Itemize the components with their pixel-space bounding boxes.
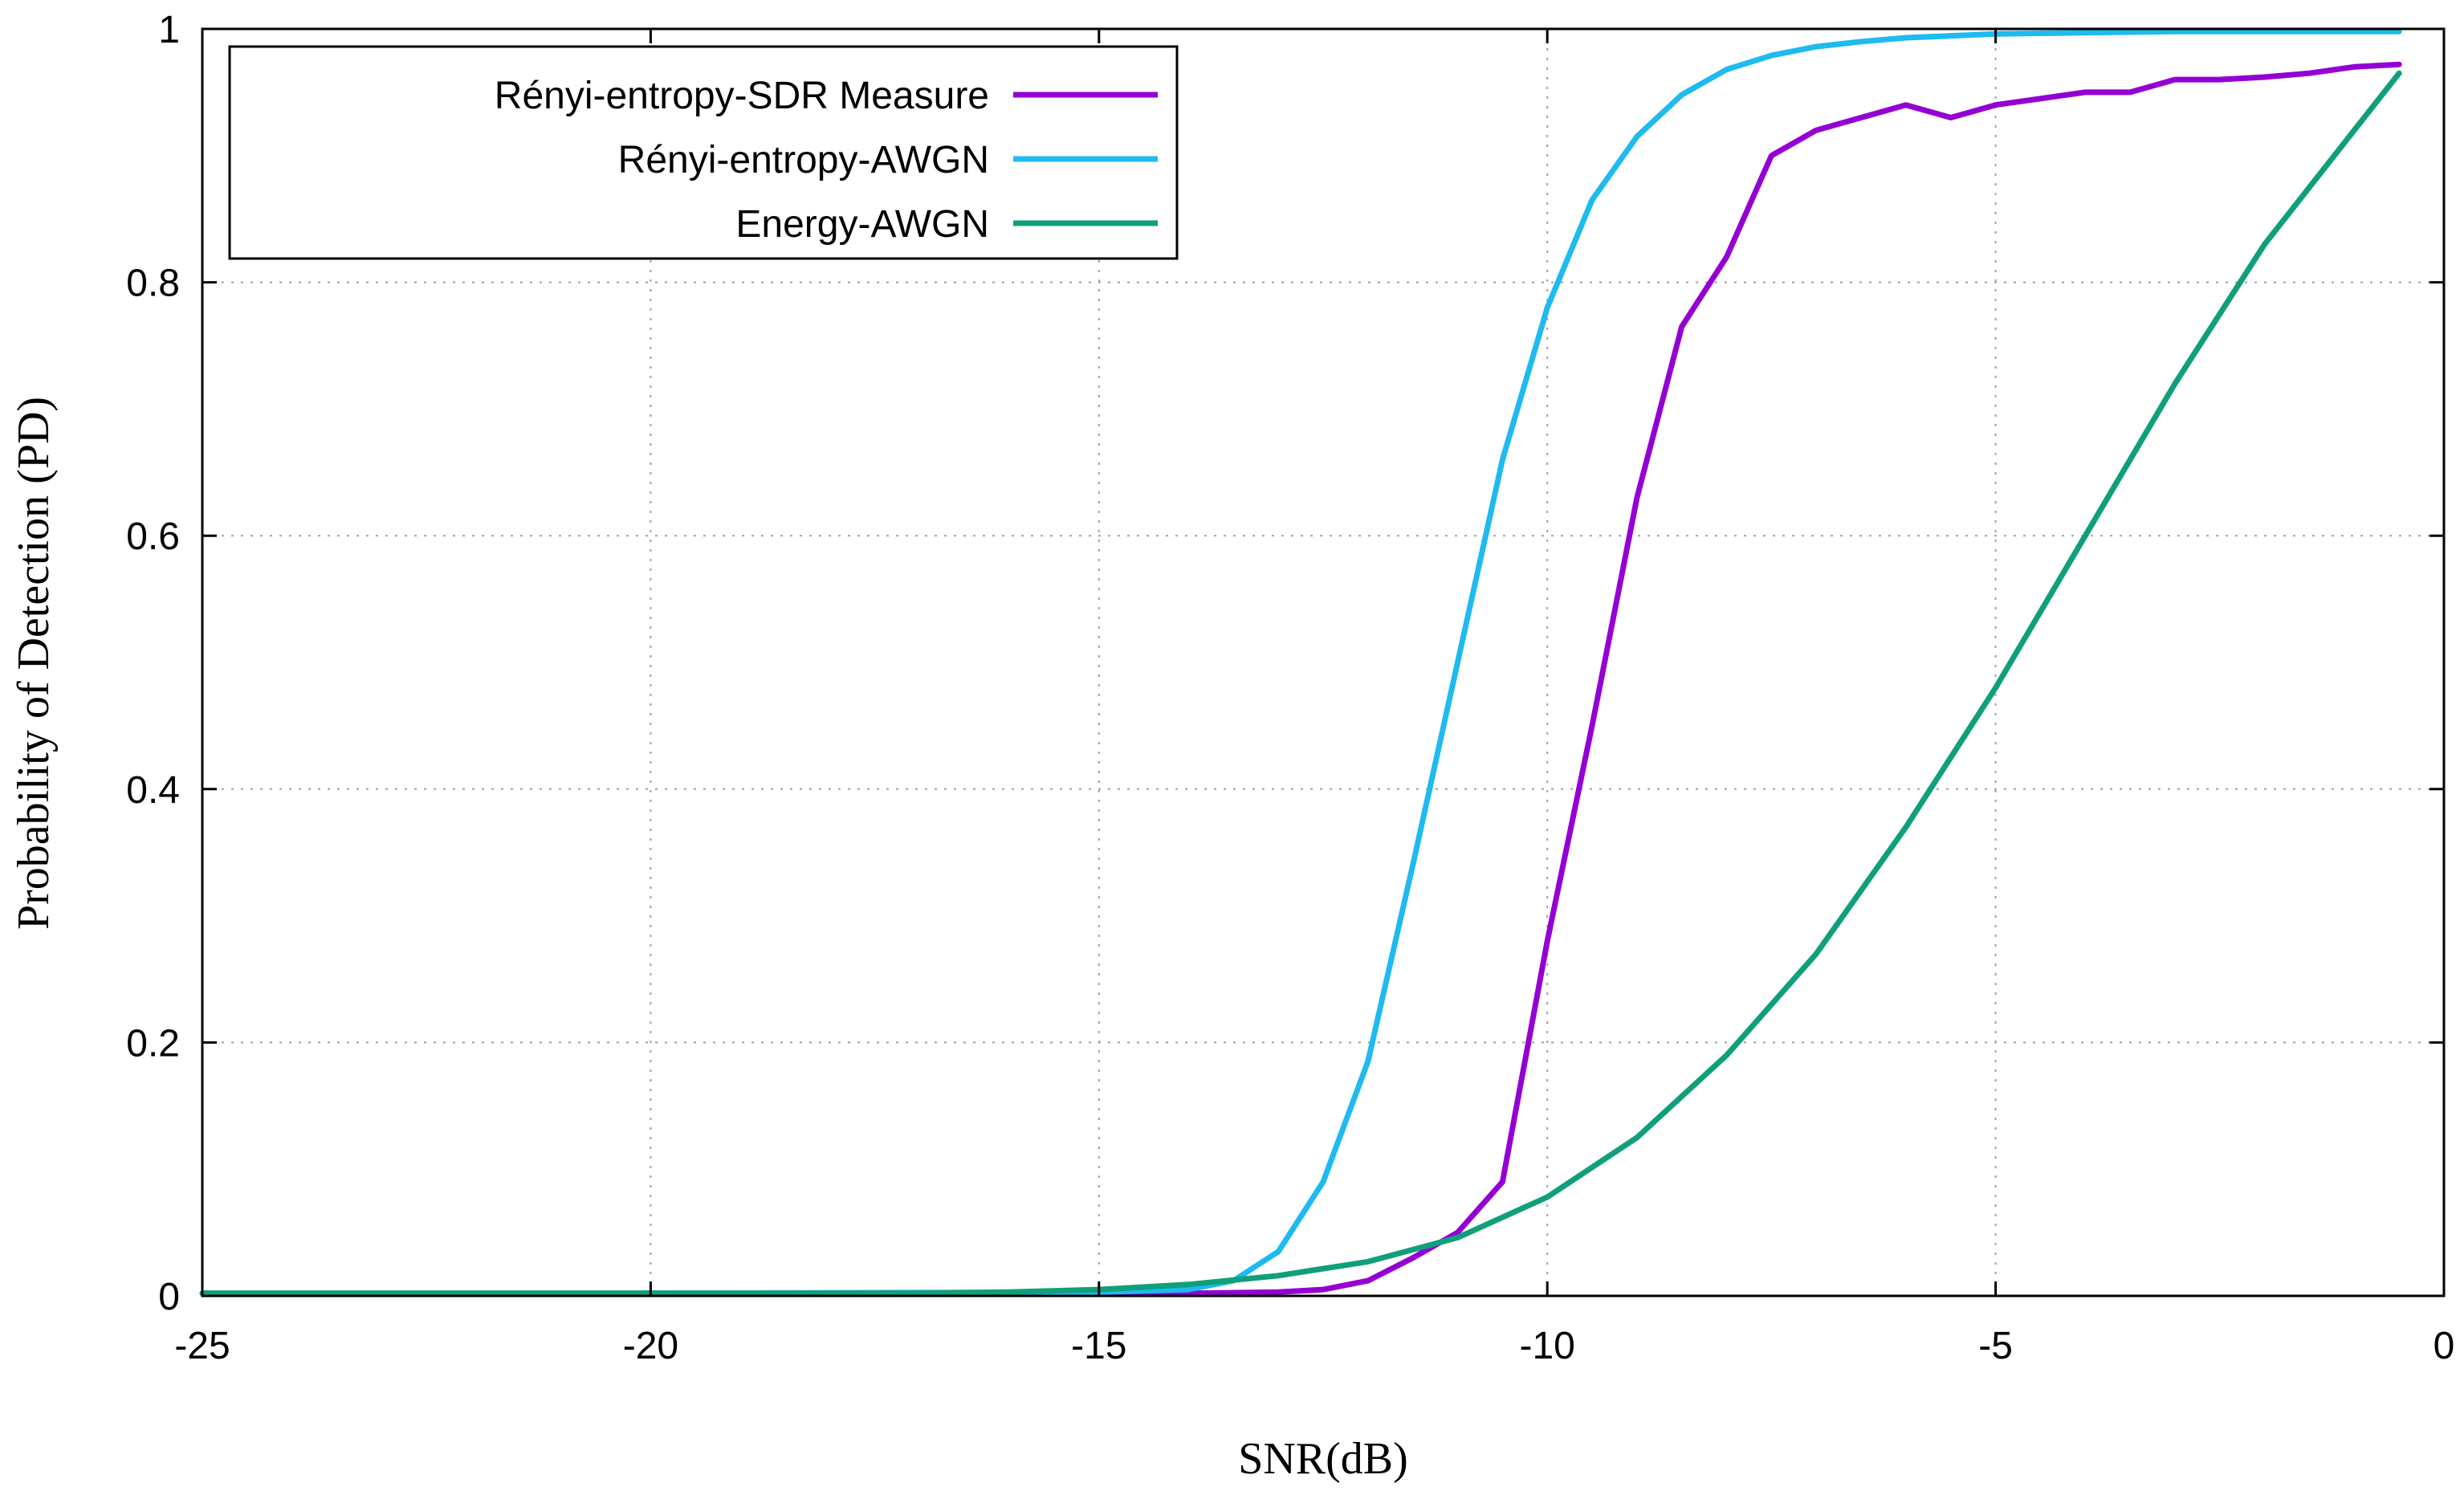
x-tick-label: 0 (2433, 1325, 2455, 1367)
x-tick-label: -15 (1071, 1325, 1126, 1367)
legend-label-1: Rényi-entropy-SDR Measure (495, 75, 989, 117)
series-lines (199, 28, 2402, 1297)
y-tick-label: 0 (158, 1276, 180, 1318)
x-tick-label: -10 (1520, 1325, 1575, 1367)
series-line-2 (199, 28, 2402, 1297)
x-tick-label: -20 (623, 1325, 678, 1367)
x-tick-label: -5 (1978, 1325, 2013, 1367)
y-tick-label: 0.8 (126, 263, 180, 305)
legend: Rényi-entropy-SDR Measure Rényi-entropy-A… (228, 45, 1179, 260)
y-tick-label: 0.6 (126, 515, 180, 558)
y-tick-labels: 0 0.2 0.4 0.6 0.8 1 (126, 9, 180, 1318)
y-axis-title: Probability of Detection (PD) (9, 397, 59, 930)
axis-ticks (201, 27, 2446, 1297)
legend-label-2: Rényi-entropy-AWGN (618, 139, 989, 181)
y-tick-label: 0.2 (126, 1022, 180, 1065)
series-line-3 (199, 70, 2402, 1297)
x-tick-labels: -25 -20 -15 -10 -5 0 (174, 1325, 2454, 1367)
x-axis-title: SNR(dB) (1238, 1434, 1408, 1484)
y-tick-label: 1 (158, 9, 180, 51)
legend-label-3: Energy-AWGN (735, 203, 989, 246)
plot-frame (201, 27, 2446, 1297)
y-tick-label: 0.4 (126, 769, 180, 812)
series-line-1 (199, 61, 2402, 1297)
x-tick-label: -25 (174, 1325, 230, 1367)
